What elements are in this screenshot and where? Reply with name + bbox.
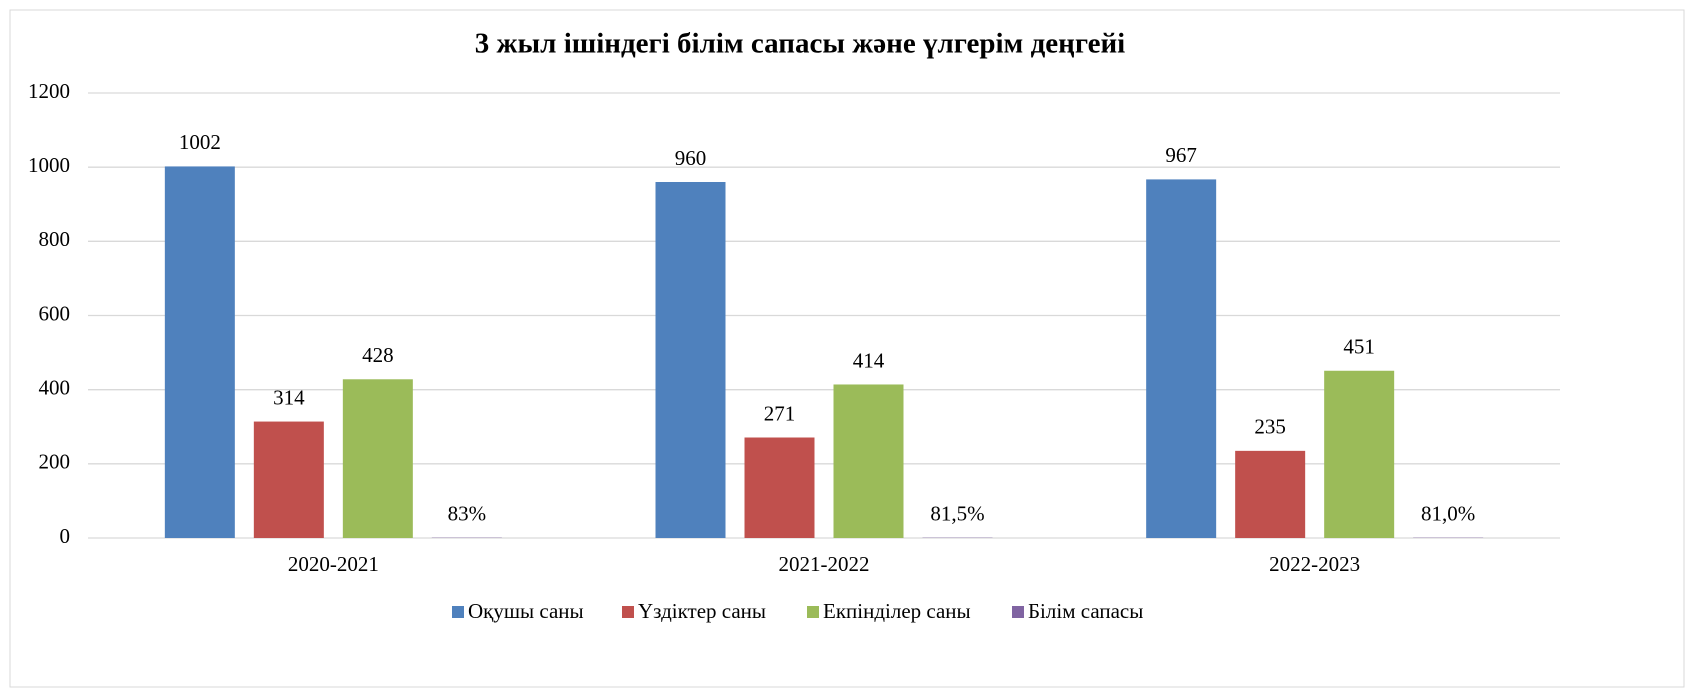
legend-label: Оқушы саны: [468, 599, 584, 623]
x-tick-label: 2020-2021: [288, 552, 379, 576]
y-tick-label: 1000: [28, 153, 70, 177]
bar: [1324, 370, 1395, 538]
value-label: 428: [362, 343, 394, 367]
bar: [253, 421, 324, 538]
y-tick-label: 400: [39, 375, 71, 399]
legend-swatch: [1012, 606, 1024, 618]
value-label: 314: [273, 385, 305, 409]
value-label: 271: [764, 401, 796, 425]
x-tick-label: 2021-2022: [779, 552, 870, 576]
bar: [164, 166, 235, 539]
bar: [1146, 179, 1217, 538]
x-tick-label: 2022-2023: [1269, 552, 1360, 576]
y-tick-label: 0: [60, 524, 71, 548]
value-label: 81,0%: [1421, 502, 1475, 526]
legend-swatch: [452, 606, 464, 618]
value-label: 451: [1343, 335, 1375, 359]
legend-label: Екпінділер саны: [823, 599, 971, 623]
bar: [833, 384, 904, 538]
value-label: 414: [853, 348, 885, 372]
bar: [744, 437, 815, 538]
value-label: 967: [1165, 143, 1197, 167]
y-tick-label: 800: [39, 227, 71, 251]
bar: [342, 379, 413, 538]
bar: [1235, 450, 1306, 538]
value-label: 81,5%: [930, 502, 984, 526]
legend-swatch: [807, 606, 819, 618]
value-label: 235: [1254, 415, 1286, 439]
value-label: 960: [675, 146, 707, 170]
value-label: 83%: [448, 502, 487, 526]
legend-label: Білім сапасы: [1028, 599, 1143, 623]
legend-label: Үздіктер саны: [638, 599, 766, 623]
chart-title: 3 жыл ішіндегі білім сапасы және үлгерім…: [475, 28, 1126, 60]
value-label: 1002: [179, 130, 221, 154]
chart-border: [9, 9, 1685, 688]
legend-swatch: [622, 606, 634, 618]
y-tick-label: 200: [39, 450, 71, 474]
y-tick-label: 1200: [28, 79, 70, 103]
bar: [655, 182, 726, 538]
y-tick-label: 600: [39, 301, 71, 325]
